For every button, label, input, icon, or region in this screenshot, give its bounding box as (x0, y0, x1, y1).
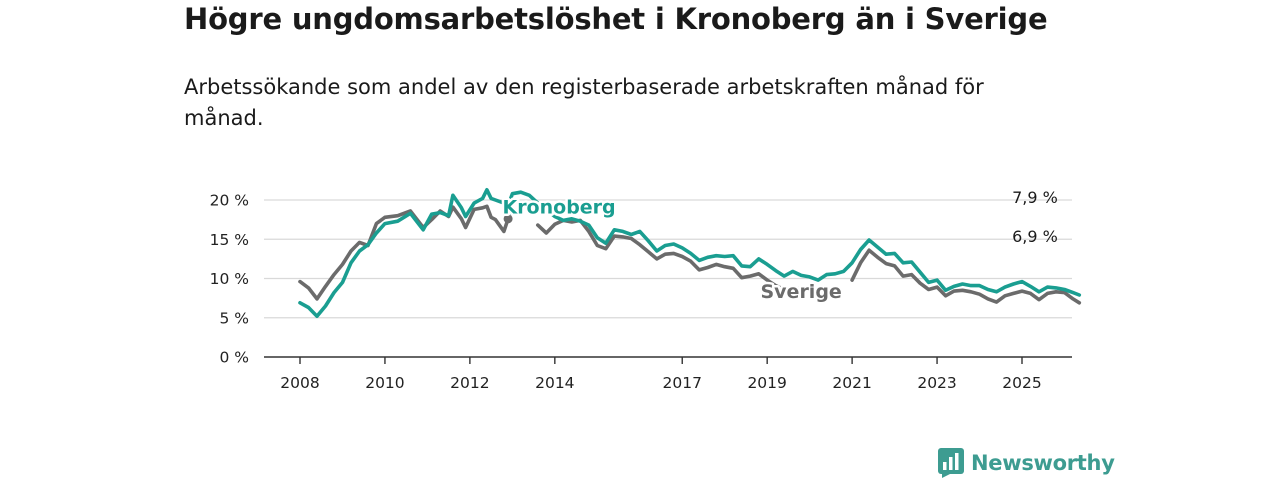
series-label-kronoberg: Kronoberg (502, 196, 615, 218)
series-labels: 7,9 % 6,9 % Kronoberg Sverige (500, 188, 1058, 306)
y-tick-label: 15 % (210, 231, 249, 249)
x-axis: 2008 2010 2012 2014 2017 2019 2021 2023 2025 (264, 356, 1072, 392)
bar-chart-icon (938, 448, 964, 478)
newsworthy-logo: Newsworthy (938, 448, 1115, 478)
series-line-kronoberg (506, 190, 1082, 297)
end-label-kronoberg: 7,9 % (1012, 188, 1058, 207)
end-point-sverige (503, 214, 513, 224)
x-tick-label: 2017 (663, 374, 702, 392)
series-line-kronoberg (298, 188, 510, 318)
x-tick-label: 2010 (365, 374, 404, 392)
y-axis: 0 % 5 % 10 % 15 % 20 % (210, 192, 249, 367)
series-label-sverige: Sverige (760, 281, 841, 303)
x-tick-label: 2023 (917, 374, 956, 392)
y-tick-label: 20 % (210, 192, 249, 210)
chart-grid (264, 199, 1072, 319)
end-point-kronoberg (503, 206, 513, 216)
y-tick-label: 5 % (219, 309, 249, 327)
x-tick-label: 2008 (280, 374, 319, 392)
x-tick-label: 2019 (747, 374, 786, 392)
series-line-sverige (298, 204, 510, 301)
x-tick-label: 2014 (535, 374, 574, 392)
series-lines (298, 188, 1082, 318)
x-tick-label: 2025 (1002, 374, 1041, 392)
chart-title: Högre ungdomsarbetslöshet i Kronoberg än… (184, 2, 1048, 36)
logo-text: Newsworthy (971, 451, 1115, 475)
x-tick-label: 2012 (450, 374, 489, 392)
end-label-sverige: 6,9 % (1012, 227, 1058, 246)
series-line-sverige (850, 248, 1082, 305)
chart-subtitle: Arbetssökande som andel av den registerb… (184, 75, 984, 130)
y-tick-label: 0 % (219, 349, 249, 367)
y-tick-label: 10 % (210, 270, 249, 288)
x-tick-label: 2021 (832, 374, 871, 392)
series-line-sverige (536, 218, 803, 292)
